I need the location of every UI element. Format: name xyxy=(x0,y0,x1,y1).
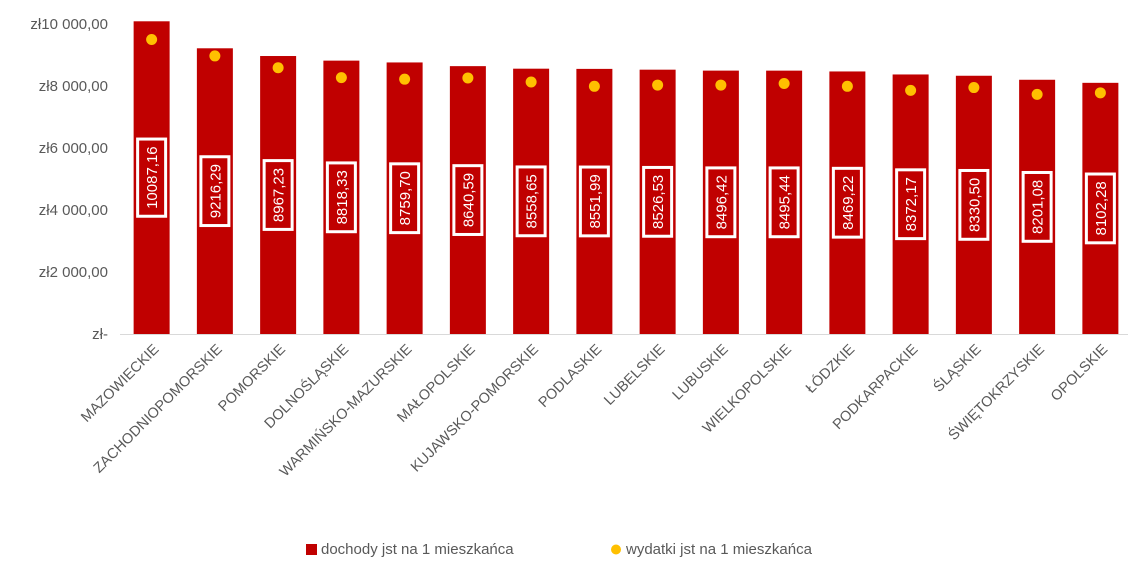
data-label: 8967,23 xyxy=(271,168,288,222)
marker-point xyxy=(1094,87,1106,99)
data-label-box xyxy=(768,166,800,239)
data-label-box xyxy=(199,155,231,228)
data-label-group: 8640,59 xyxy=(452,164,484,236)
data-label: 8372,17 xyxy=(903,177,920,231)
data-label-box xyxy=(831,166,863,239)
data-label: 8469,22 xyxy=(840,176,857,230)
data-label-group: 8495,44 xyxy=(768,166,800,239)
y-tick-label: zł2 000,00 xyxy=(39,264,108,281)
marker-point xyxy=(146,34,158,45)
markers xyxy=(146,34,1106,100)
data-label-group: 8201,08 xyxy=(1021,170,1053,243)
legend-label-bar: dochody jst na 1 mieszkańca xyxy=(321,541,514,558)
data-label-box xyxy=(1021,170,1053,243)
data-label-box xyxy=(136,137,168,218)
data-label-group: 10087,16 xyxy=(136,137,168,218)
marker-point xyxy=(335,72,347,84)
data-label: 8558,65 xyxy=(524,174,541,228)
data-label: 8818,33 xyxy=(334,170,351,224)
marker-point xyxy=(399,73,411,85)
data-label-box xyxy=(958,168,990,241)
legend-bar-swatch xyxy=(306,544,317,555)
data-label-group: 8496,42 xyxy=(705,166,737,239)
marker-point xyxy=(209,50,221,62)
x-tick-labels: MAZOWIECKIEZACHODNIOPOMORSKIEPOMORSKIEDO… xyxy=(78,340,1111,480)
data-label: 9216,29 xyxy=(207,164,224,218)
y-tick-label: zł6 000,00 xyxy=(39,140,108,157)
data-label-group: 8372,17 xyxy=(895,168,927,241)
marker-point xyxy=(652,79,664,91)
marker-point xyxy=(272,62,284,74)
data-label-group: 8330,50 xyxy=(958,168,990,241)
x-tick-label: ŚLĄSKIE xyxy=(929,340,985,396)
data-label-group: 8818,33 xyxy=(325,161,357,234)
marker-point xyxy=(1031,88,1043,100)
data-label: 8495,44 xyxy=(777,175,794,229)
y-tick-label: zł8 000,00 xyxy=(39,78,108,95)
x-tick-label: LUBUSKIE xyxy=(670,341,732,403)
data-label-group: 8102,28 xyxy=(1084,172,1116,245)
data-label: 8330,50 xyxy=(966,178,983,232)
marker-point xyxy=(968,82,980,94)
data-label-group: 8526,53 xyxy=(642,165,674,238)
data-label-box xyxy=(515,165,547,238)
x-tick-label: KUJAWSKO-POMORSKIE xyxy=(408,341,542,475)
data-labels: 10087,16 9216,29 8967,23 8818,33 8759,70 8640… xyxy=(136,137,1116,245)
data-label-box xyxy=(705,166,737,239)
x-tick-label: PODLASKIE xyxy=(536,341,606,411)
data-label-group: 9216,29 xyxy=(199,155,231,228)
marker-point xyxy=(525,76,537,88)
legend-marker-swatch xyxy=(611,544,621,555)
marker-point xyxy=(841,80,853,92)
data-label-group: 8967,23 xyxy=(262,159,294,231)
data-label-box xyxy=(389,162,421,235)
data-label-box xyxy=(642,165,674,238)
legend-label-marker: wydatki jst na 1 mieszkańca xyxy=(625,541,813,558)
data-label-group: 8558,65 xyxy=(515,165,547,238)
data-label: 10087,16 xyxy=(144,146,161,209)
marker-point xyxy=(905,84,917,96)
y-tick-label: zł- xyxy=(92,326,108,343)
marker-point xyxy=(715,79,727,91)
data-label-box xyxy=(325,161,357,234)
data-label-box xyxy=(1084,172,1116,245)
data-label-box xyxy=(578,165,610,238)
x-tick-label: LUBELSKIE xyxy=(601,341,668,408)
marker-point xyxy=(588,80,600,92)
marker-point xyxy=(778,78,790,90)
x-tick-label: OPOLSKIE xyxy=(1048,341,1111,404)
data-label: 8526,53 xyxy=(650,175,667,229)
data-label-box xyxy=(895,168,927,241)
data-label: 8640,59 xyxy=(460,173,477,227)
y-tick-label: zł4 000,00 xyxy=(39,202,108,219)
data-label-box xyxy=(262,159,294,231)
data-label: 8759,70 xyxy=(397,171,414,225)
data-label-box xyxy=(452,164,484,236)
marker-point xyxy=(462,72,474,84)
data-label: 8551,99 xyxy=(587,174,604,228)
data-label-group: 8469,22 xyxy=(831,166,863,239)
data-label: 8496,42 xyxy=(713,175,730,229)
data-label: 8201,08 xyxy=(1030,180,1047,234)
axes: zł-zł2 000,00 zł4 000,00 zł6 000,00 zł8 000… xyxy=(30,16,1128,343)
legend: dochody jst na 1 mieszkańca wydatki jst n… xyxy=(306,541,813,558)
x-tick-label: ŁÓDZKIE xyxy=(802,341,858,397)
y-tick-label: zł10 000,00 xyxy=(30,16,108,33)
data-label: 8102,28 xyxy=(1093,181,1110,235)
x-tick-label: WARMIŃSKO-MAZURSKIE xyxy=(276,341,415,480)
x-tick-label: ZACHODNIOPOMORSKIE xyxy=(91,341,226,476)
data-label-group: 8759,70 xyxy=(389,162,421,235)
data-label-group: 8551,99 xyxy=(578,165,610,238)
